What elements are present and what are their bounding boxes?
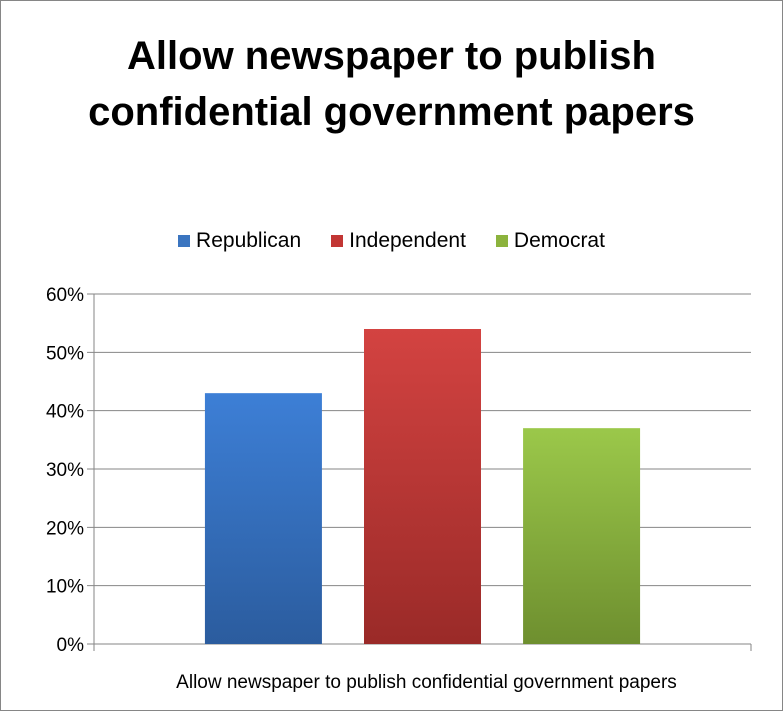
y-tick-label: 10% — [46, 577, 84, 598]
legend-item-democrat: Democrat — [495, 229, 605, 253]
legend-item-republican: Republican — [178, 229, 301, 253]
legend-swatch-independent — [331, 235, 344, 247]
y-tick-label: 60% — [46, 285, 84, 306]
y-tick-label: 40% — [46, 402, 84, 423]
legend-label-independent: Independent — [349, 229, 466, 252]
bar-republican — [204, 393, 322, 644]
chart-title: Allow newspaper to publish confidential … — [88, 34, 695, 134]
x-category-label: Allow newspaper to publish confidential … — [176, 672, 677, 693]
y-tick-label: 50% — [46, 343, 84, 364]
legend-swatch-republican — [178, 235, 191, 247]
legend-item-independent: Independent — [331, 229, 466, 253]
y-tick-label: 20% — [46, 518, 84, 539]
legend-swatch-democrat — [495, 235, 508, 247]
legend-label-republican: Republican — [196, 229, 302, 252]
legend-label-democrat: Democrat — [513, 229, 605, 252]
legend: Republican Independent Democrat — [0, 226, 783, 256]
bar-democrat — [523, 428, 641, 644]
y-tick-label: 0% — [57, 635, 85, 656]
bar-independent — [364, 329, 481, 644]
y-tick-label: 30% — [46, 460, 84, 481]
